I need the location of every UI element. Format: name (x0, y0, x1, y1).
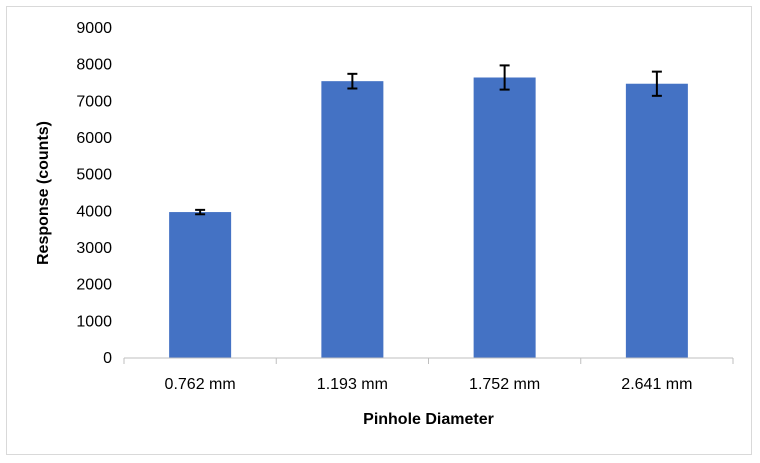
y-tick-label: 1000 (76, 313, 112, 330)
x-axis-title: Pinhole Diameter (363, 411, 494, 428)
bar (169, 212, 232, 358)
bar (473, 77, 536, 358)
y-axis-title: Response (counts) (35, 121, 52, 265)
x-tick-label: 2.641 mm (621, 376, 692, 393)
x-tick-label: 0.762 mm (165, 376, 236, 393)
y-tick-label: 3000 (76, 240, 112, 257)
y-tick-label: 0 (103, 350, 112, 367)
y-axis-ticks: 0 1000 2000 3000 4000 5000 6000 7000 8000 9000 (76, 20, 112, 367)
y-tick-label: 2000 (76, 277, 112, 294)
y-tick-label: 7000 (76, 93, 112, 110)
error-bars (195, 64, 662, 216)
x-axis-ticks: 0.762 mm 1.193 mm 1.752 mm 2.641 mm (123, 358, 734, 393)
y-tick-label: 9000 (76, 20, 112, 37)
x-tick-label: 1.193 mm (317, 376, 388, 393)
x-tick-label: 1.752 mm (469, 376, 540, 393)
y-tick-label: 4000 (76, 203, 112, 220)
bar (625, 83, 688, 358)
bars (169, 77, 688, 359)
y-tick-label: 8000 (76, 57, 112, 74)
y-tick-label: 5000 (76, 167, 112, 184)
bar (321, 81, 384, 359)
y-tick-label: 6000 (76, 130, 112, 147)
